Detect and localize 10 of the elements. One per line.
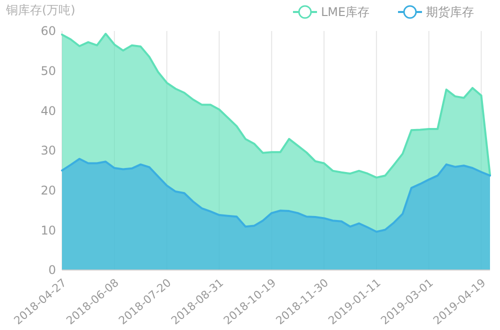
legend-label: LME库存 bbox=[321, 5, 370, 20]
y-tick-label: 50 bbox=[40, 64, 56, 78]
y-axis-title: 铜库存(万吨) bbox=[5, 3, 76, 17]
y-tick-label: 0 bbox=[48, 263, 56, 278]
y-tick-label: 40 bbox=[40, 104, 56, 118]
y-tick-label: 10 bbox=[40, 223, 56, 238]
y-tick-label: 60 bbox=[40, 24, 56, 38]
legend-label: 期货库存 bbox=[426, 5, 474, 20]
y-tick-label: 30 bbox=[40, 144, 56, 158]
y-tick-label: 20 bbox=[40, 184, 56, 198]
